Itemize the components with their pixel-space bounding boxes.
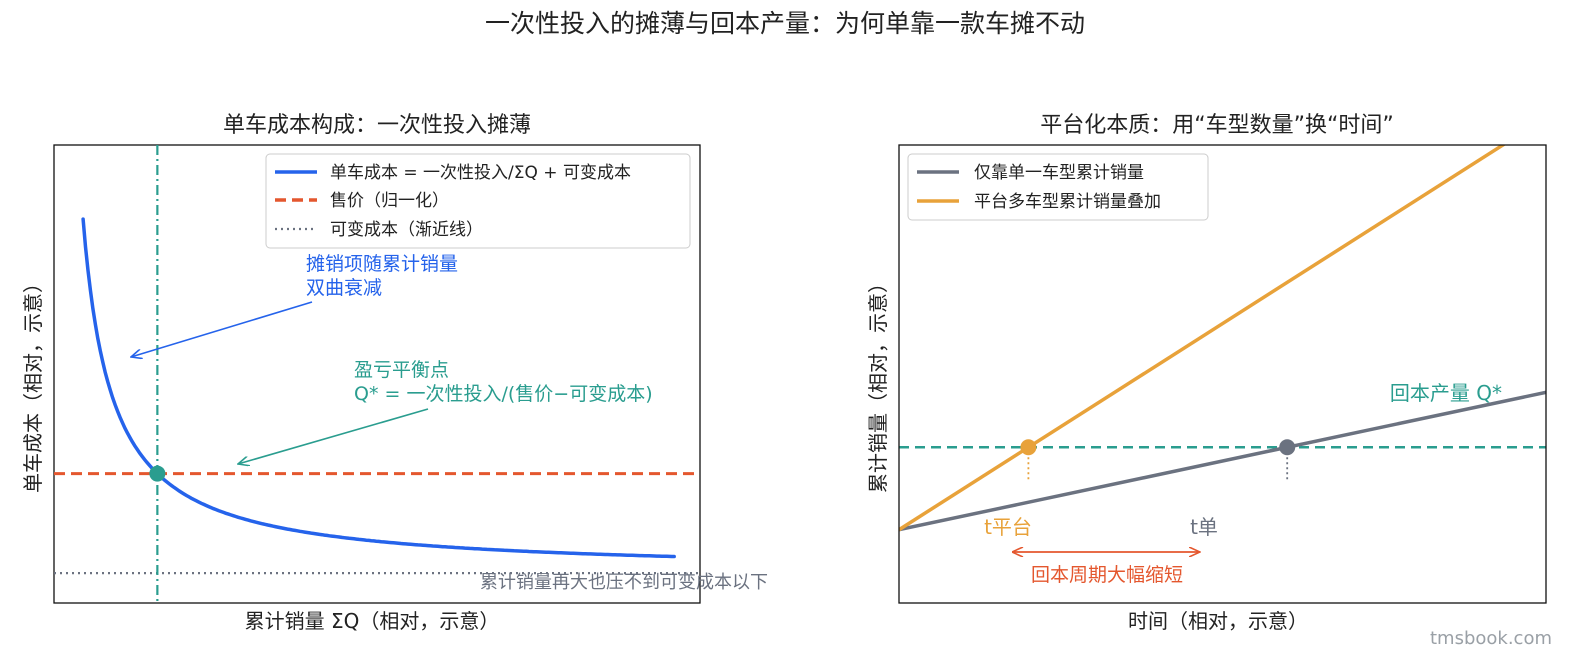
right-legend: 仅靠单一车型累计销量 平台多车型累计销量叠加 [907,153,1209,221]
single-crossing-point [1279,439,1296,456]
breakeven-point [149,465,166,482]
right-plot-frame [898,144,1547,604]
right-plot-area [899,145,1546,532]
annotation-amortization-line2: 双曲衰减 [306,277,382,299]
annotation-floor-note: 累计销量再大也压不到可变成本以下 [480,572,768,593]
right-y-axis-label: 累计销量（相对，示意） [866,273,890,493]
annotation-breakeven-line1: 盈亏平衡点 [354,359,449,381]
unit-cost-curve [81,217,676,559]
legend-label-single: 仅靠单一车型累计销量 [974,163,1144,183]
legend-label-variable: 可变成本（渐近线） [330,220,483,240]
figure-title: 一次性投入的摊薄与回本产量：为何单靠一款车摊不动 [485,9,1085,38]
annotation-amortization-line1: 摊销项随累计销量 [306,253,458,275]
watermark: tmsbook.com [1430,628,1552,649]
left-chart-marks [54,145,700,603]
left-chart-title: 单车成本构成：一次性投入摊薄 [223,113,531,138]
threshold-label: 回本产量 Q* [1390,381,1502,405]
payback-span-label: 回本周期大幅缩短 [1031,564,1183,586]
legend-label-unit-cost: 单车成本 = 一次性投入/ΣQ + 可变成本 [330,163,631,183]
single-model-line [899,390,1546,532]
annotation-breakeven-line2: Q* = 一次性投入/(售价−可变成本) [354,383,653,405]
marker-label-platform: t平台 [984,515,1032,539]
annotation-amortization-arrow [131,301,313,357]
right-x-axis-label: 时间（相对，示意） [1128,609,1308,633]
left-legend: 单车成本 = 一次性投入/ΣQ + 可变成本 售价（归一化） 可变成本（渐近线） [265,153,691,249]
left-x-axis-label: 累计销量 ΣQ（相对，示意） [245,609,500,633]
legend-label-price: 售价（归一化） [330,191,449,211]
marker-label-single: t单 [1190,515,1218,539]
right-chart: 平台化本质：用“车型数量”换“时间” 时间（相对，示意） 累计销量（相对，示意）… [866,113,1547,633]
left-chart: 单车成本构成：一次性投入摊薄 累计销量 ΣQ（相对，示意） 单车成本（相对，示意… [21,113,768,633]
legend-label-platform: 平台多车型累计销量叠加 [974,192,1161,212]
right-chart-title: 平台化本质：用“车型数量”换“时间” [1040,113,1394,138]
left-y-axis-label: 单车成本（相对，示意） [21,273,45,493]
left-plot-frame [53,144,701,604]
annotation-breakeven-arrow [238,408,429,464]
platform-line [899,145,1507,532]
right-chart-marks [899,145,1546,532]
platform-crossing-point [1020,439,1037,456]
